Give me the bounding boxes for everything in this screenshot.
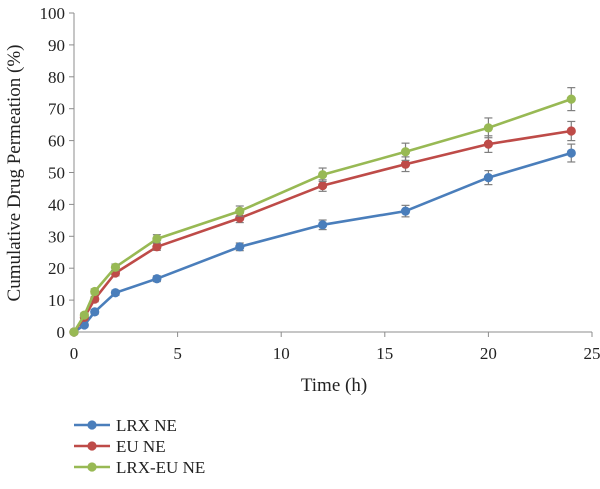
series-layer xyxy=(69,87,576,337)
data-point xyxy=(152,242,162,252)
y-tick-label: 30 xyxy=(48,227,65,246)
series-line xyxy=(73,151,572,334)
data-point xyxy=(318,180,328,191)
x-tick-label: 0 xyxy=(70,344,79,363)
legend-label: LRX NE xyxy=(116,416,177,435)
axes xyxy=(69,12,593,337)
x-tick-label: 25 xyxy=(584,344,600,363)
x-axis-label: Time (h) xyxy=(301,375,367,396)
data-point xyxy=(69,327,79,337)
legend-item: EU NE xyxy=(74,437,166,456)
data-point xyxy=(110,288,121,298)
legend-swatch-marker xyxy=(87,462,97,472)
y-tick-label: 0 xyxy=(57,323,66,342)
x-tick-label: 5 xyxy=(173,344,182,363)
data-point xyxy=(400,147,411,157)
x-tick-label: 15 xyxy=(376,344,393,363)
data-point xyxy=(79,310,89,320)
data-point xyxy=(400,159,411,169)
y-tick-label: 70 xyxy=(48,100,65,119)
data-point xyxy=(235,242,245,252)
legend-swatch-marker xyxy=(87,441,97,451)
data-point xyxy=(566,126,576,136)
data-point xyxy=(152,234,162,244)
y-axis-label: Cumulative Drug Permeation (%) xyxy=(4,45,25,302)
data-point xyxy=(566,148,576,158)
legend-item: LRX-EU NE xyxy=(74,458,205,477)
y-tick-label: 50 xyxy=(48,164,65,183)
data-point xyxy=(483,123,493,133)
data-point xyxy=(318,170,328,180)
data-point xyxy=(235,206,245,216)
y-tick-label: 10 xyxy=(48,291,65,310)
tick-labels: 0 10 20 30 40 50 60 70 80 90 100 0 5 10 15 20 25 xyxy=(40,4,600,363)
data-point xyxy=(152,274,162,284)
legend-label: LRX-EU NE xyxy=(116,458,205,477)
series-3 xyxy=(69,87,576,337)
y-tick-label: 80 xyxy=(48,68,65,87)
x-tick-label: 20 xyxy=(480,344,497,363)
data-point xyxy=(318,220,328,230)
series-line xyxy=(72,97,572,333)
y-tick-label: 90 xyxy=(48,36,65,55)
data-point xyxy=(566,94,576,104)
data-point xyxy=(90,307,100,317)
y-tick-label: 100 xyxy=(40,4,66,23)
data-point xyxy=(400,206,411,216)
x-tick-label: 10 xyxy=(273,344,290,363)
legend-item: LRX NE xyxy=(74,416,177,435)
y-tick-label: 20 xyxy=(48,259,65,278)
data-point xyxy=(483,173,493,183)
data-point xyxy=(483,139,493,149)
legend-swatch-marker xyxy=(87,420,97,430)
series-line xyxy=(72,129,572,333)
legend: LRX NE EU NE LRX-EU NE xyxy=(74,416,205,477)
y-tick-label: 40 xyxy=(48,195,65,214)
data-point xyxy=(90,286,100,297)
data-point xyxy=(110,262,121,272)
y-tick-label: 60 xyxy=(48,132,65,151)
legend-label: EU NE xyxy=(116,437,166,456)
